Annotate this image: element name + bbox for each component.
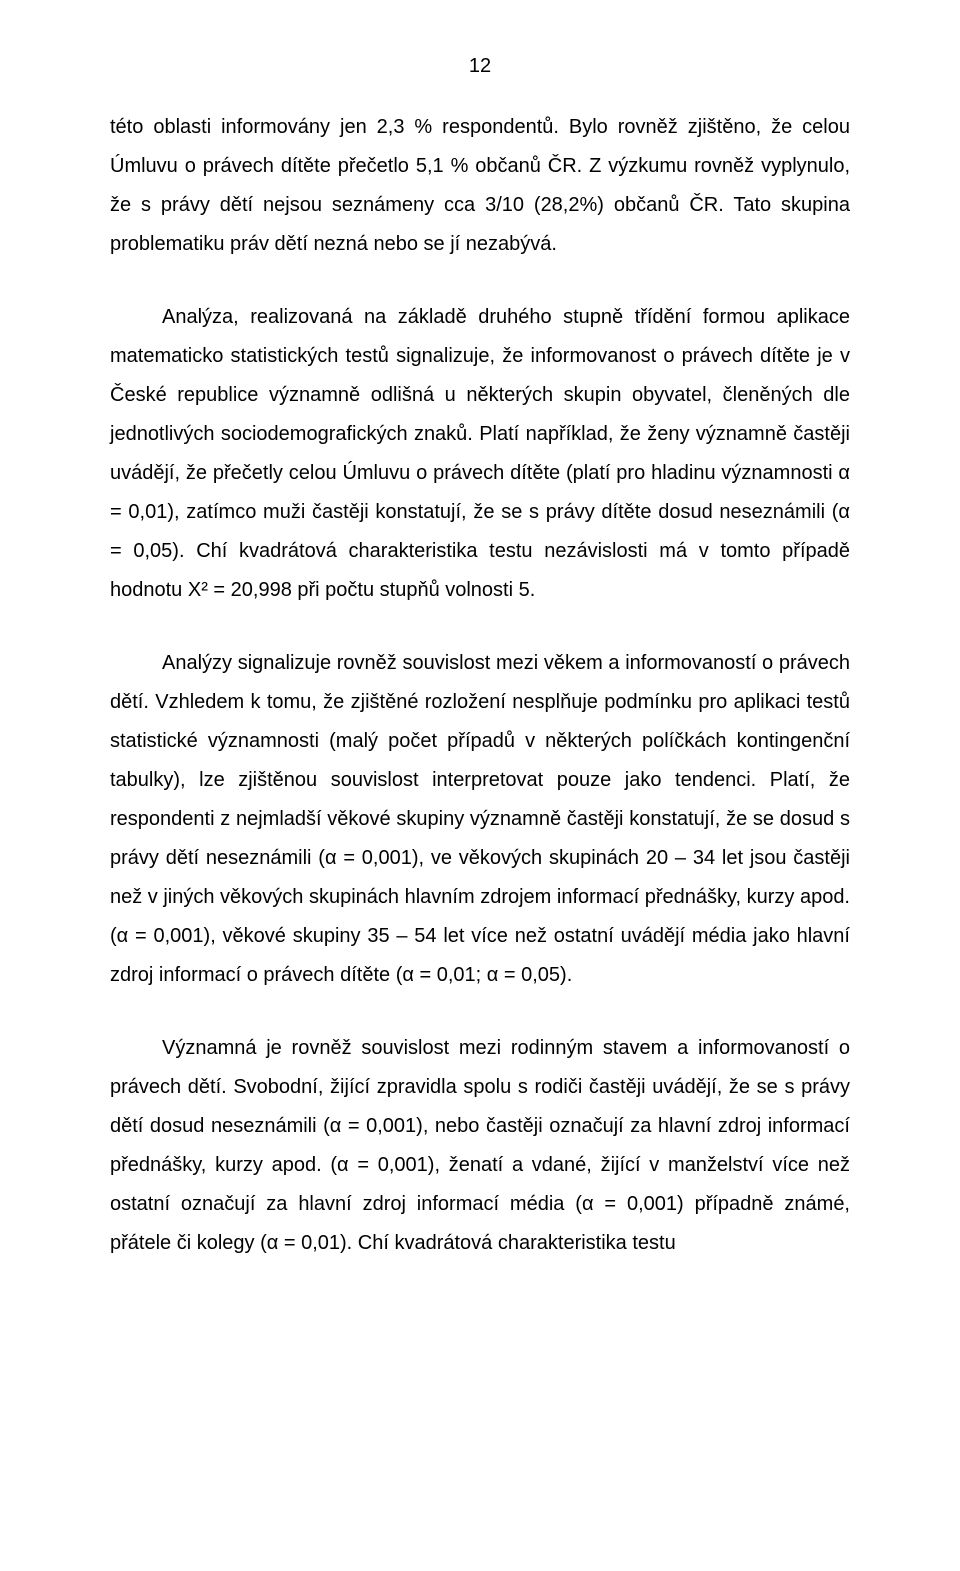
page-number: 12	[110, 55, 850, 78]
paragraph-2: Analýza, realizovaná na základě druhého …	[110, 298, 850, 610]
paragraph-1: této oblasti informovány jen 2,3 % respo…	[110, 108, 850, 264]
paragraph-4: Významná je rovněž souvislost mezi rodin…	[110, 1029, 850, 1263]
paragraph-3: Analýzy signalizuje rovněž souvislost me…	[110, 644, 850, 995]
document-page: 12 této oblasti informovány jen 2,3 % re…	[0, 0, 960, 1571]
